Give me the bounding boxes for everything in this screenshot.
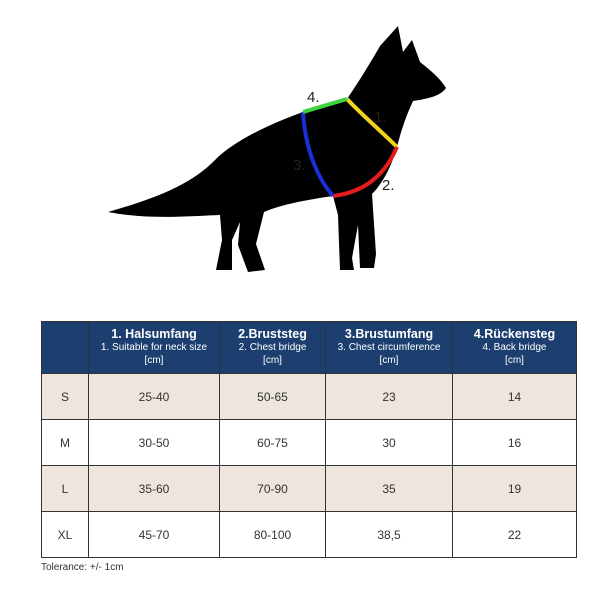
label-2: 2. (382, 177, 395, 194)
table-row: M 30-50 60-75 30 16 (41, 419, 577, 466)
table-cell: 35 (325, 465, 453, 512)
table-cell: 14 (452, 373, 577, 420)
header-row: 1. Halsumfang 1. Suitable for neck size [c… (41, 321, 577, 374)
footer-note: Tolerance: +/- 1cm (41, 562, 124, 573)
corner-cell (41, 321, 89, 374)
column-title: 2.Bruststeg (238, 327, 307, 341)
table-cell: 22 (452, 511, 577, 558)
column-unit: [cm] (144, 355, 164, 366)
table-cell: 35-60 (88, 465, 220, 512)
table-cell: 16 (452, 419, 577, 466)
size-label: XL (41, 511, 89, 558)
size-label: S (41, 373, 89, 420)
column-unit: [cm] (505, 355, 524, 366)
column-title: 1. Halsumfang (111, 327, 197, 341)
back-line (302, 97, 348, 114)
neck-line (345, 97, 399, 149)
table-row: L 35-60 70-90 35 19 (41, 465, 577, 512)
table-cell: 38,5 (325, 511, 453, 558)
header-cell: 1. Halsumfang 1. Suitable for neck size [c… (88, 321, 220, 374)
table-cell: 30 (325, 419, 453, 466)
column-title: 3.Brustumfang (344, 327, 434, 341)
column-subtitle: 3. Chest circumference (337, 342, 441, 353)
table-cell: 45-70 (88, 511, 220, 558)
table-cell: 60-75 (219, 419, 326, 466)
column-title: 4.Rückensteg (473, 327, 556, 341)
table-cell: 50-65 (219, 373, 326, 420)
table-cell: 80-100 (219, 511, 326, 558)
label-4: 4. (307, 89, 320, 106)
column-subtitle: 1. Suitable for neck size (100, 342, 208, 353)
table-cell: 19 (452, 465, 577, 512)
column-subtitle: 2. Chest bridge (238, 342, 307, 353)
size-label: M (41, 419, 89, 466)
column-unit: [cm] (263, 355, 282, 366)
table-row: XL 45-70 80-100 38,5 22 (41, 511, 577, 558)
label-3: 3. (293, 157, 306, 174)
table-cell: 23 (325, 373, 453, 420)
table-cell: 25-40 (88, 373, 220, 420)
column-unit: [cm] (379, 355, 399, 366)
dog-silhouette (108, 26, 446, 272)
table-cell: 70-90 (219, 465, 326, 512)
chest-line (301, 111, 335, 198)
table-row: S 25-40 50-65 23 14 (41, 373, 577, 420)
header-cell: 3.Brustumfang 3. Chest circumference [cm] (325, 321, 453, 374)
table-cell: 30-50 (88, 419, 220, 466)
header-cell: 4.Rückensteg 4. Back bridge [cm] (452, 321, 577, 374)
column-subtitle: 4. Back bridge (482, 342, 547, 353)
size-label: L (41, 465, 89, 512)
chest-bridge-line (332, 146, 399, 198)
dog-diagram: 1. 2. 3. 4. (108, 26, 446, 272)
size-table: 1. Halsumfang 1. Suitable for neck size [c… (41, 321, 577, 558)
header-cell: 2.Bruststeg 2. Chest bridge [cm] (219, 321, 326, 374)
label-1: 1. (374, 109, 387, 126)
